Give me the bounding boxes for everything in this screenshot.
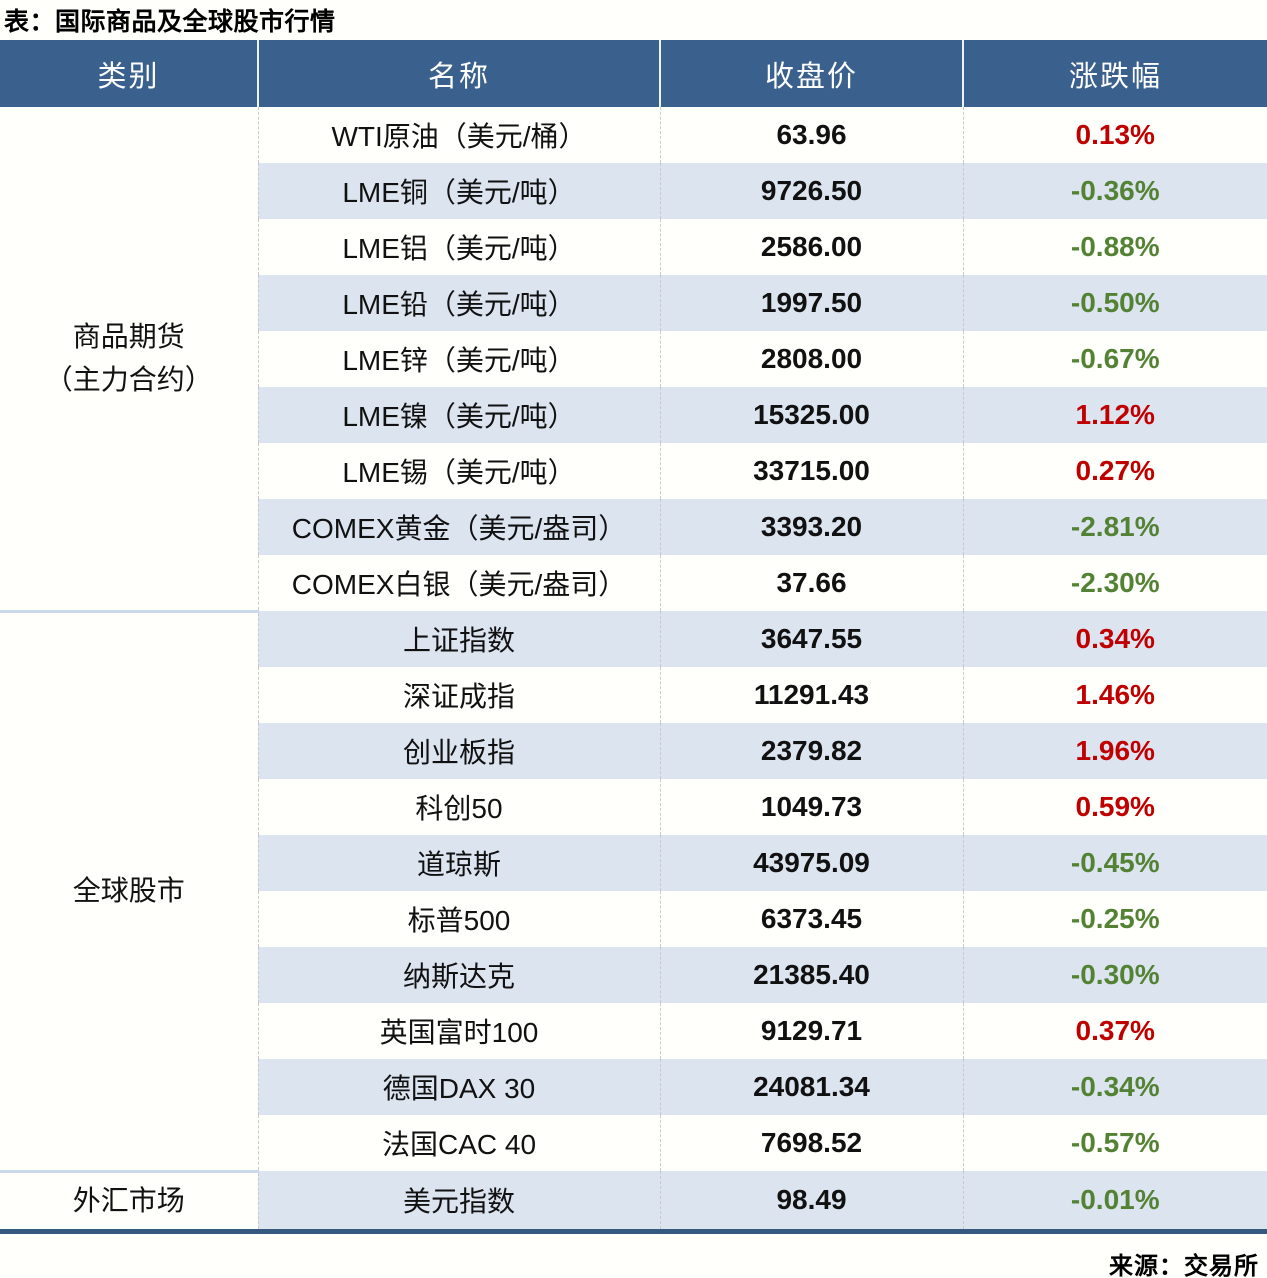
table-row: 创业板指 2379.82 1.96% (0, 723, 1267, 779)
table-row: 标普500 6373.45 -0.25% (0, 891, 1267, 947)
table-row: 英国富时100 9129.71 0.37% (0, 1003, 1267, 1059)
table-row: LME铜（美元/吨） 9726.50 -0.36% (0, 163, 1267, 219)
instrument-name-cell: 创业板指 (258, 723, 661, 779)
close-price-cell: 2586.00 (660, 219, 964, 275)
table-row: 外汇市场 美元指数 98.49 -0.01% (0, 1169, 1267, 1231)
close-price-cell: 9129.71 (660, 1003, 964, 1059)
change-percent-cell: -0.67% (963, 331, 1267, 387)
close-price-cell: 63.96 (660, 107, 964, 163)
table-row: LME锌（美元/吨） 2808.00 -0.67% (0, 331, 1267, 387)
close-price-cell: 11291.43 (660, 667, 964, 723)
change-percent-cell: -0.57% (963, 1115, 1267, 1171)
close-price-cell: 7698.52 (660, 1115, 964, 1171)
instrument-name-cell: COMEX白银（美元/盎司） (258, 555, 661, 611)
instrument-name-cell: COMEX黄金（美元/盎司） (258, 499, 661, 555)
close-price-cell: 43975.09 (660, 835, 964, 891)
close-price-cell: 24081.34 (660, 1059, 964, 1115)
close-price-cell: 9726.50 (660, 163, 964, 219)
close-price-cell: 1997.50 (660, 275, 964, 331)
instrument-name-cell: 英国富时100 (258, 1003, 661, 1059)
instrument-name-cell: LME锌（美元/吨） (258, 331, 661, 387)
close-price-cell: 6373.45 (660, 891, 964, 947)
source-note: 来源：交易所 (1109, 1252, 1259, 1278)
instrument-name-cell: LME铜（美元/吨） (258, 163, 661, 219)
change-percent-cell: -0.30% (963, 947, 1267, 1003)
close-price-cell: 33715.00 (660, 443, 964, 499)
table-row: COMEX白银（美元/盎司） 37.66 -2.30% (0, 555, 1267, 611)
table-row: LME锡（美元/吨） 33715.00 0.27% (0, 443, 1267, 499)
table-row: 全球股市 上证指数 3647.55 0.34% (0, 609, 1267, 1171)
table-header: 类别 名称 收盘价 涨跌幅 (0, 40, 1267, 107)
instrument-name-cell: 法国CAC 40 (258, 1115, 661, 1171)
change-percent-cell: 0.34% (963, 611, 1267, 667)
instrument-name-cell: LME铅（美元/吨） (258, 275, 661, 331)
table-row: 商品期货 （主力合约） WTI原油（美元/桶） 63.96 0.13% (0, 107, 1267, 611)
close-price-cell: 15325.00 (660, 387, 964, 443)
close-price-cell: 37.66 (660, 555, 964, 611)
table-row: 德国DAX 30 24081.34 -0.34% (0, 1059, 1267, 1115)
change-percent-cell: -0.50% (963, 275, 1267, 331)
column-header-close: 收盘价 (660, 40, 964, 107)
table-row: 科创50 1049.73 0.59% (0, 779, 1267, 835)
header-row: 类别 名称 收盘价 涨跌幅 (0, 40, 1267, 107)
instrument-name-cell: LME镍（美元/吨） (258, 387, 661, 443)
change-percent-cell: 1.96% (963, 723, 1267, 779)
instrument-name-cell: 标普500 (258, 891, 661, 947)
column-header-change: 涨跌幅 (963, 40, 1267, 107)
change-percent-cell: 1.46% (963, 667, 1267, 723)
instrument-name-cell: LME铝（美元/吨） (258, 219, 661, 275)
change-percent-cell: -0.45% (963, 835, 1267, 891)
table-row: LME铅（美元/吨） 1997.50 -0.50% (0, 275, 1267, 331)
change-percent-cell: 0.37% (963, 1003, 1267, 1059)
close-price-cell: 3647.55 (660, 611, 964, 667)
column-header-category: 类别 (0, 40, 259, 107)
instrument-name-cell: 深证成指 (258, 667, 661, 723)
close-price-cell: 98.49 (660, 1171, 964, 1231)
instrument-name-cell: WTI原油（美元/桶） (258, 107, 661, 163)
quotes-table: 类别 名称 收盘价 涨跌幅 商品期货 （主力合约） WTI原油（美元/桶） 63.9… (0, 40, 1267, 1234)
change-percent-cell: -0.88% (963, 219, 1267, 275)
close-price-cell: 2808.00 (660, 331, 964, 387)
table-row: 法国CAC 40 7698.52 -0.57% (0, 1115, 1267, 1171)
change-percent-cell: -0.01% (963, 1171, 1267, 1231)
category-cell: 外汇市场 (0, 1169, 259, 1231)
close-price-cell: 21385.40 (660, 947, 964, 1003)
instrument-name-cell: LME锡（美元/吨） (258, 443, 661, 499)
table-row: 深证成指 11291.43 1.46% (0, 667, 1267, 723)
instrument-name-cell: 上证指数 (258, 611, 661, 667)
category-cell: 全球股市 (0, 609, 259, 1171)
table-row: 道琼斯 43975.09 -0.45% (0, 835, 1267, 891)
column-header-name: 名称 (258, 40, 661, 107)
close-price-cell: 1049.73 (660, 779, 964, 835)
change-percent-cell: -0.25% (963, 891, 1267, 947)
change-percent-cell: -0.36% (963, 163, 1267, 219)
table-body: 商品期货 （主力合约） WTI原油（美元/桶） 63.96 0.13% LME铜（美元/… (0, 107, 1267, 1231)
table-row: 纳斯达克 21385.40 -0.30% (0, 947, 1267, 1003)
instrument-name-cell: 道琼斯 (258, 835, 661, 891)
change-percent-cell: -2.30% (963, 555, 1267, 611)
table-title: 表：国际商品及全球股市行情 (4, 8, 336, 36)
table-row: LME镍（美元/吨） 15325.00 1.12% (0, 387, 1267, 443)
change-percent-cell: -2.81% (963, 499, 1267, 555)
instrument-name-cell: 科创50 (258, 779, 661, 835)
change-percent-cell: -0.34% (963, 1059, 1267, 1115)
table-row: LME铝（美元/吨） 2586.00 -0.88% (0, 219, 1267, 275)
instrument-name-cell: 美元指数 (258, 1171, 661, 1231)
change-percent-cell: 0.59% (963, 779, 1267, 835)
change-percent-cell: 1.12% (963, 387, 1267, 443)
table-row: COMEX黄金（美元/盎司） 3393.20 -2.81% (0, 499, 1267, 555)
instrument-name-cell: 纳斯达克 (258, 947, 661, 1003)
change-percent-cell: 0.27% (963, 443, 1267, 499)
instrument-name-cell: 德国DAX 30 (258, 1059, 661, 1115)
close-price-cell: 3393.20 (660, 499, 964, 555)
category-cell: 商品期货 （主力合约） (0, 107, 259, 611)
close-price-cell: 2379.82 (660, 723, 964, 779)
change-percent-cell: 0.13% (963, 107, 1267, 163)
